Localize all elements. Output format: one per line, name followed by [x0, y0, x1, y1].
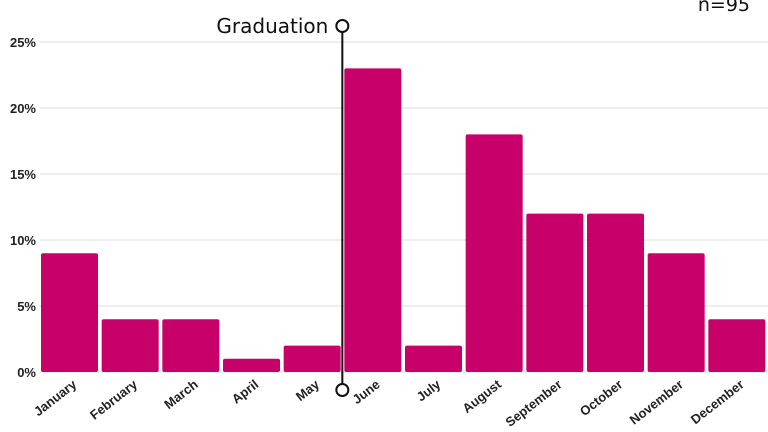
x-tick-label: February: [87, 376, 141, 423]
bar-august: [465, 134, 523, 372]
y-tick-label: 15%: [10, 167, 36, 182]
y-tick-label: 10%: [10, 233, 36, 248]
x-tick-label: September: [502, 377, 564, 430]
y-tick-label: 20%: [10, 101, 36, 116]
bar-december: [708, 319, 766, 372]
graduation-annotation: Graduation: [216, 14, 350, 397]
y-tick-label: 0%: [17, 365, 36, 380]
x-axis-ticks: January February March April May June July Augu…: [31, 376, 747, 430]
x-tick-label: October: [577, 377, 626, 420]
graduation-label: Graduation: [216, 14, 328, 38]
y-tick-label: 25%: [10, 35, 36, 50]
bar-february: [101, 319, 159, 372]
sample-size-label: n=95: [698, 0, 750, 16]
x-tick-label: January: [31, 376, 80, 419]
y-axis-ticks: 0% 5% 10% 15% 20% 25%: [10, 35, 36, 380]
bar-july: [405, 345, 462, 372]
bar-march: [162, 319, 220, 372]
bar-may: [283, 345, 341, 372]
x-tick-label: May: [293, 376, 323, 404]
x-tick-label: November: [627, 377, 686, 428]
y-tick-label: 5%: [17, 299, 36, 314]
x-tick-label: June: [350, 377, 383, 408]
x-tick-label: December: [688, 377, 747, 428]
bar-january: [41, 253, 98, 372]
bar-june: [344, 68, 402, 373]
graduation-line-bottom-marker: [335, 383, 350, 397]
bar-november: [647, 253, 705, 372]
x-tick-label: August: [459, 376, 504, 416]
bars: [41, 68, 766, 373]
x-tick-label: July: [414, 376, 444, 404]
bar-april: [223, 358, 280, 372]
gridlines: [40, 41, 768, 373]
x-tick-label: March: [161, 377, 200, 412]
graduation-line-top-marker: [335, 19, 350, 33]
x-tick-label: April: [229, 377, 262, 407]
bar-september: [526, 213, 584, 372]
bar-october: [587, 213, 644, 372]
